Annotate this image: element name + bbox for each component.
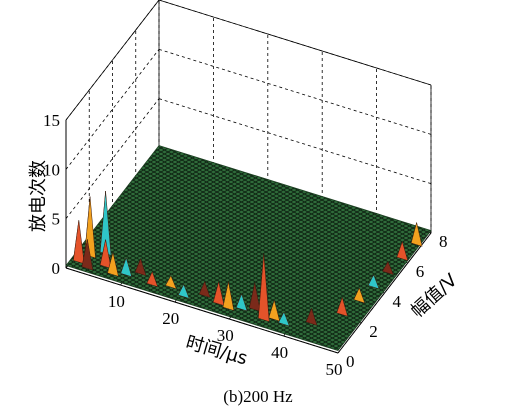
axis-y-line: [337, 232, 432, 354]
surface-base: [65, 145, 432, 351]
grid-line-z-left: [65, 98, 160, 219]
surface-peak: [268, 299, 281, 322]
y-tick-label: 2: [369, 322, 378, 341]
x-tick-label: 10: [108, 292, 125, 311]
y-tick-label: 6: [416, 262, 425, 281]
axes-box: [65, 0, 432, 354]
x-tick-label: 20: [162, 309, 179, 328]
surface-peak: [198, 280, 211, 298]
surface-peaks: [73, 191, 423, 327]
surface-peak: [258, 253, 270, 322]
grid-line-z-back: [158, 48, 432, 135]
surface-peak: [107, 252, 119, 277]
surface-peak: [278, 311, 290, 327]
surface-peak: [305, 307, 318, 326]
y-tick-label: 8: [439, 232, 448, 251]
box-edge: [158, 0, 432, 86]
z-tick-label: 0: [52, 259, 61, 278]
surface-peak: [249, 282, 261, 312]
surface-peak: [165, 275, 177, 290]
x-tick-label: 40: [271, 343, 288, 362]
surface-peak: [120, 256, 133, 278]
z-axis-label: 放电次数: [28, 160, 49, 232]
grid-line-z-left: [65, 49, 160, 170]
z-tick-label: 10: [43, 160, 60, 179]
surface-peak: [81, 239, 94, 271]
axis-x-line: [65, 267, 339, 354]
surface-peak: [146, 271, 159, 288]
surface-peak: [99, 239, 112, 269]
x-tick-label: 50: [326, 360, 343, 379]
x-tick-label: 30: [217, 326, 234, 345]
z-tick-label: 5: [52, 210, 61, 229]
surface-peak: [177, 283, 190, 299]
surface-peak: [367, 274, 380, 290]
surface-peak: [382, 261, 394, 276]
surface-peak: [235, 293, 248, 312]
surface-peak: [73, 220, 85, 265]
surface-peak: [353, 287, 366, 304]
surface-peak: [410, 222, 423, 247]
surface-peak: [336, 296, 349, 317]
y-tick-label: 4: [393, 292, 402, 311]
y-tick-label: 0: [346, 352, 355, 371]
surface-peak: [212, 281, 225, 307]
surface-peak: [222, 281, 235, 311]
box-edge: [65, 0, 160, 121]
surface-peak: [396, 240, 409, 261]
figure-caption: (b)200 Hz: [223, 387, 293, 406]
surface-plane: [65, 145, 432, 351]
z-tick-label: 15: [43, 111, 60, 130]
surface-peak: [134, 257, 147, 277]
